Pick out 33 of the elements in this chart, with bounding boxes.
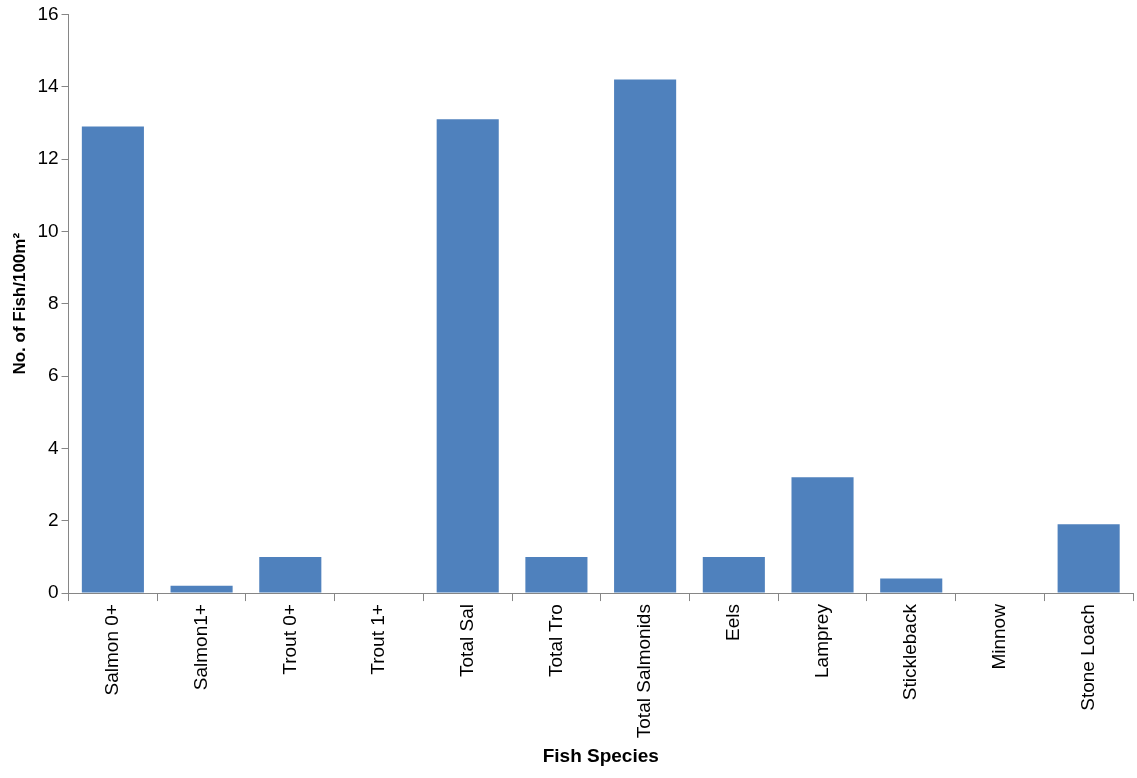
bar	[614, 79, 677, 593]
x-tick-label: Trout 1+	[367, 604, 389, 675]
y-tick-label: 12	[37, 147, 59, 169]
x-tick-label: Minnow	[988, 603, 1010, 670]
bar	[880, 578, 943, 593]
x-tick-label: Stickleback	[899, 603, 921, 701]
y-tick-label: 14	[37, 74, 59, 96]
y-axis-title: No. of Fish/100m²	[9, 232, 29, 375]
x-tick-label: Salmon 0+	[101, 604, 123, 696]
x-tick-label: Total Tro	[544, 604, 566, 677]
bar	[436, 119, 499, 593]
y-tick-label: 4	[47, 436, 59, 458]
bar	[1057, 524, 1120, 593]
x-tick-label: Stone Loach	[1076, 604, 1098, 711]
x-axis-title: Fish Species	[542, 744, 659, 766]
bar	[81, 126, 144, 593]
y-tick-label: 16	[37, 2, 59, 24]
x-tick-label: Trout 0+	[278, 604, 300, 675]
x-tick-label: Lamprey	[810, 603, 832, 678]
x-tick-label: Total Salmonids	[633, 604, 655, 739]
y-tick-label: 10	[37, 219, 59, 241]
y-tick-label: 2	[47, 508, 59, 530]
y-tick-label: 0	[47, 581, 59, 603]
bar	[170, 585, 233, 593]
x-tick-label: Total Sal	[455, 604, 477, 677]
x-tick-label: Eels	[722, 604, 744, 642]
y-tick-label: 6	[47, 364, 59, 386]
x-tick-label: Salmon1+	[189, 604, 211, 691]
bar	[259, 556, 322, 593]
bar	[702, 556, 765, 593]
bar	[525, 556, 588, 593]
bar	[791, 477, 854, 593]
y-tick-label: 8	[47, 291, 59, 313]
